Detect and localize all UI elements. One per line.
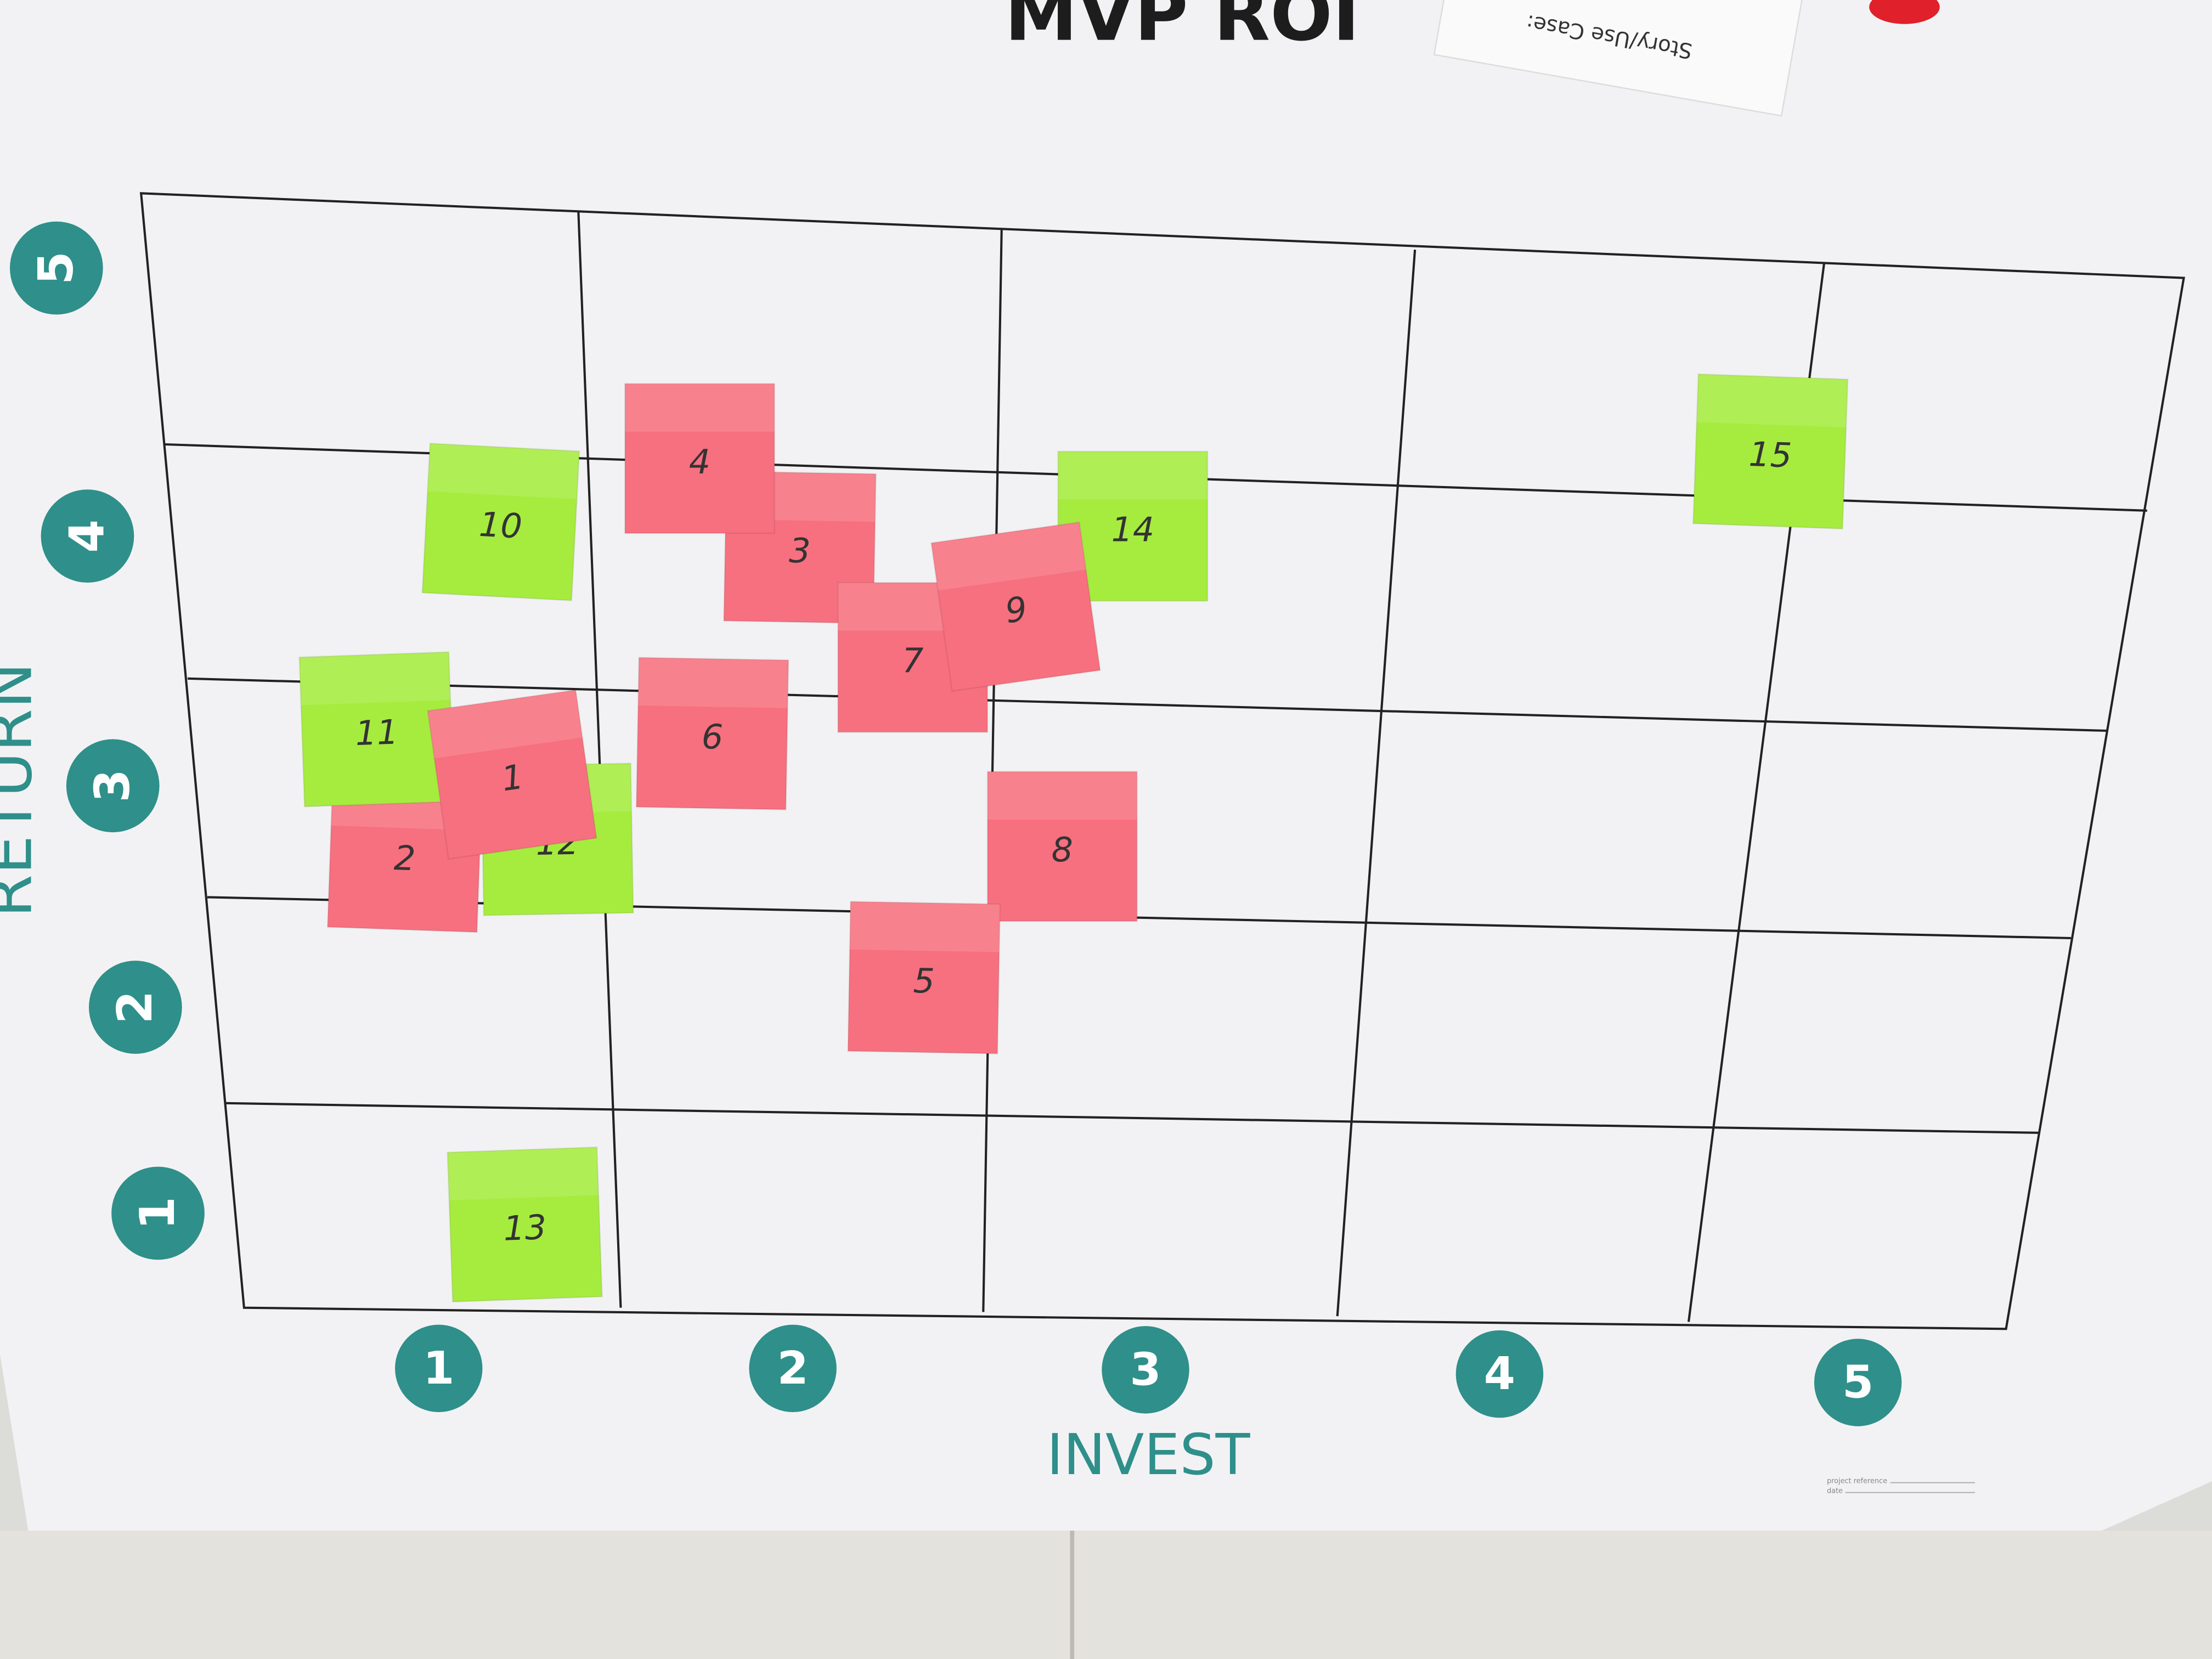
x-tick-label: 2	[777, 1342, 809, 1395]
grid-line	[225, 1102, 2039, 1134]
y-tick-label: 3	[84, 769, 140, 803]
x-tick-label: 3	[1130, 1344, 1161, 1396]
note-glue	[988, 771, 1137, 820]
note-label: 7	[902, 641, 923, 681]
footer-reference: project reference	[1827, 1477, 1887, 1486]
y-tick-label: 4	[59, 520, 115, 553]
y-tick-circle	[66, 739, 160, 833]
y-tick-circle	[10, 221, 103, 315]
note-paper	[1692, 373, 1849, 530]
note-glue	[427, 690, 583, 759]
note-paper	[447, 1146, 603, 1303]
note-glue	[1696, 374, 1848, 427]
note-glue	[1058, 451, 1208, 500]
y-axis-label: RETURN	[0, 662, 46, 917]
note-paper	[986, 771, 1138, 922]
note-label: 1	[499, 757, 526, 799]
note-paper	[624, 383, 776, 534]
note-paper	[847, 901, 1001, 1054]
note-glue	[427, 443, 580, 499]
x-axis-label: INVEST	[1047, 1423, 1251, 1488]
grid-line	[1336, 249, 1417, 1317]
strip-sheet	[1433, 0, 1804, 117]
y-tick-label: 5	[28, 251, 84, 285]
note-glue	[299, 652, 451, 706]
y-tick-label: 1	[129, 1197, 185, 1230]
sticky-note: 11	[298, 651, 455, 808]
x-tick-label: 4	[1484, 1348, 1515, 1400]
grid-line	[187, 677, 2108, 732]
note-glue	[625, 383, 775, 432]
sticky-note: 15	[1692, 373, 1849, 530]
y-tick-circle	[111, 1166, 205, 1260]
sticky-note: 5	[847, 901, 1001, 1054]
note-label: 6	[701, 717, 724, 757]
note-label: 3	[789, 531, 811, 571]
title: MVP ROI	[1005, 0, 1359, 58]
sticky-note: 9	[930, 521, 1101, 692]
board-edge	[0, 1531, 2212, 1659]
sticky-note: 8	[986, 771, 1138, 922]
note-glue	[638, 657, 789, 708]
note-paper	[635, 657, 789, 811]
sticky-note: 6	[635, 657, 789, 811]
sticky-note: 10	[421, 442, 580, 602]
note-paper	[421, 442, 580, 602]
x-tick-circle	[1455, 1330, 1544, 1418]
note-glue	[849, 901, 1000, 952]
note-label: 11	[354, 712, 399, 753]
note-paper	[427, 689, 597, 860]
footer-date: date	[1827, 1487, 1843, 1496]
note-label: 5	[913, 961, 935, 1001]
note-paper	[930, 521, 1101, 692]
note-label: 10	[478, 505, 523, 546]
note-label: 2	[393, 838, 416, 878]
note-label: 9	[1003, 589, 1030, 631]
grid-border	[139, 192, 2185, 1330]
paper-strip: Story/Use Case:	[1433, 0, 1804, 117]
note-label: 15	[1748, 435, 1792, 476]
note-label: 4	[689, 442, 710, 482]
note-label: 14	[1111, 510, 1155, 550]
y-tick-circle	[89, 961, 182, 1054]
y-tick-circle	[41, 489, 134, 583]
y-tick-label: 2	[107, 991, 163, 1024]
x-tick-circle	[1102, 1326, 1189, 1414]
x-tick-circle	[749, 1324, 837, 1412]
x-tick-circle	[395, 1324, 483, 1412]
note-glue	[931, 522, 1086, 591]
magnet	[1869, 0, 1940, 24]
grid-line	[982, 230, 1003, 1312]
x-tick-label: 1	[423, 1342, 454, 1395]
sticky-notes: 101315141221116347985	[298, 373, 1849, 1303]
sticky-note: 13	[447, 1146, 603, 1303]
x-tick-circle	[1814, 1339, 1902, 1426]
note-label: 8	[1052, 830, 1073, 870]
note-glue	[447, 1147, 599, 1200]
sticky-note: 1	[427, 689, 597, 860]
paper	[0, 0, 2212, 1531]
x-tick-label: 5	[1842, 1357, 1874, 1409]
sticky-note: 4	[624, 383, 776, 534]
note-label: 13	[503, 1207, 547, 1249]
grid-line	[577, 211, 622, 1308]
